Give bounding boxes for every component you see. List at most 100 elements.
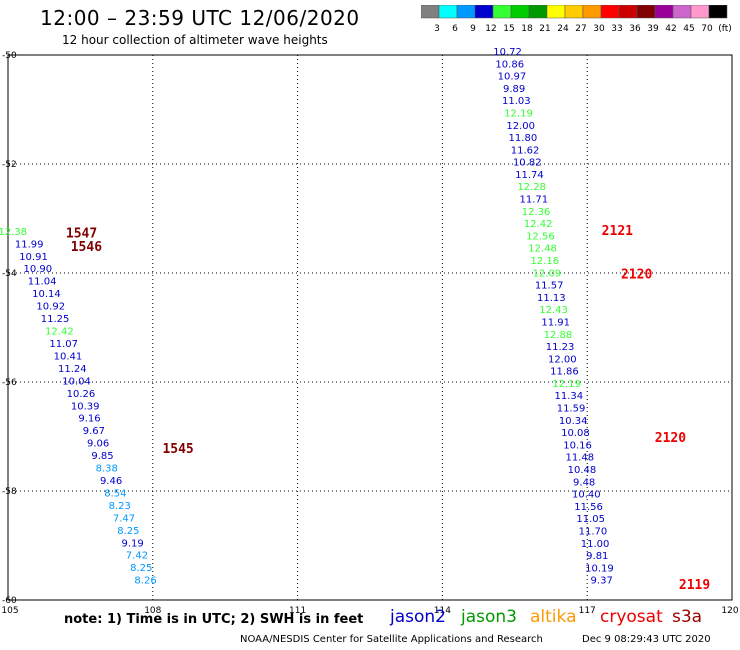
wave-height-value: 11.23 <box>546 342 575 353</box>
wave-height-value: 12.19 <box>504 108 533 119</box>
wave-height-value: 9.46 <box>100 476 122 487</box>
wave-height-value: 11.25 <box>41 314 70 325</box>
latitude-label: -56 <box>2 378 17 388</box>
wave-height-value: 11.24 <box>58 364 87 375</box>
wave-height-value: 12.56 <box>526 231 555 242</box>
wave-height-value: 10.04 <box>62 376 91 387</box>
wave-height-value: 12.36 <box>522 207 551 218</box>
wave-height-value: 12.28 <box>517 182 546 193</box>
pass-time-label: 1546 <box>71 240 102 255</box>
colorbar-swatch <box>708 5 728 19</box>
wave-height-value: 10.39 <box>71 401 100 412</box>
colorbar-label: 24 <box>557 24 569 34</box>
wave-height-value: 10.48 <box>568 465 597 476</box>
wave-height-value: 11.56 <box>574 502 603 513</box>
wave-height-value: 9.48 <box>573 477 595 488</box>
wave-height-value: 10.41 <box>54 351 83 362</box>
longitude-label: 114 <box>434 606 451 616</box>
latitude-label: -58 <box>2 487 17 497</box>
wave-height-value: 11.34 <box>555 391 584 402</box>
wave-height-value: 8.23 <box>109 501 131 512</box>
wave-height-value: 7.42 <box>126 551 148 562</box>
colorbar-label: 36 <box>629 24 641 34</box>
wave-height-value: 12.19 <box>552 379 581 390</box>
wave-height-value: 10.91 <box>19 252 48 263</box>
wave-height-value: 10.90 <box>24 264 53 275</box>
wave-height-value: 10.08 <box>561 428 590 439</box>
colorbar-label: 30 <box>593 24 605 34</box>
footer-timestamp: Dec 9 08:29:43 UTC 2020 <box>582 634 711 645</box>
latitude-label: -60 <box>2 596 17 606</box>
wave-height-value: 9.16 <box>78 414 100 425</box>
map-subtitle: 12 hour collection of altimeter wave hei… <box>62 33 328 47</box>
wave-height-value: 11.04 <box>28 277 57 288</box>
colorbar-label: 42 <box>665 24 676 34</box>
wave-height-value: 9.67 <box>83 426 105 437</box>
wave-height-value: 12.00 <box>506 121 535 132</box>
wave-height-value: 8.38 <box>96 464 118 475</box>
legend-satellite-s3a: s3a <box>672 607 703 627</box>
wave-height-value: 7.47 <box>113 513 135 524</box>
colorbar-label: 9 <box>470 24 476 34</box>
wave-height-value: 10.14 <box>32 289 61 300</box>
latitude-label: -50 <box>2 51 17 61</box>
pass-time-label: 1545 <box>162 442 193 457</box>
wave-height-value: 12.48 <box>528 244 557 255</box>
legend-note: note: 1) Time is in UTC; 2) SWH is in fe… <box>64 612 364 627</box>
wave-height-value: 12.88 <box>544 330 573 341</box>
wave-height-value: 11.99 <box>15 239 44 250</box>
latitude-label: -52 <box>2 160 17 170</box>
wave-height-value: 9.37 <box>591 576 613 587</box>
wave-height-value: 11.59 <box>557 404 586 415</box>
wave-height-value: 10.34 <box>559 416 588 427</box>
wave-height-value: 10.86 <box>495 59 524 70</box>
pass-time-label: 2121 <box>602 224 633 239</box>
wave-height-value: 8.54 <box>104 488 126 499</box>
wave-height-value: 9.89 <box>503 84 525 95</box>
colorbar-label: 45 <box>683 24 694 34</box>
wave-height-value: 11.03 <box>502 96 531 107</box>
wave-height-value: 10.19 <box>585 563 614 574</box>
wave-height-value: 12.43 <box>539 305 568 316</box>
pass-time-label: 2119 <box>679 578 710 593</box>
legend-satellite-altika: altika <box>530 607 577 627</box>
wave-height-value: 10.82 <box>513 158 542 169</box>
longitude-label: 111 <box>289 606 306 616</box>
footer-credit: NOAA/NESDIS Center for Satellite Applica… <box>240 634 543 645</box>
legend: note: 1) Time is in UTC; 2) SWH is in fe… <box>60 606 740 630</box>
colorbar-label: 18 <box>521 24 533 34</box>
wave-height-value: 10.97 <box>498 72 527 83</box>
wave-height-value: 10.16 <box>563 440 592 451</box>
longitude-label: 120 <box>721 606 738 616</box>
wave-height-value: 10.72 <box>493 47 522 58</box>
wave-height-value: 10.26 <box>67 389 96 400</box>
colorbar-label: 15 <box>503 24 514 34</box>
colorbar-label: 70 <box>701 24 713 34</box>
wave-height-value: 9.85 <box>91 451 113 462</box>
colorbar-label: 39 <box>647 24 659 34</box>
wave-height-value: 11.91 <box>541 317 570 328</box>
wave-height-value: 12.00 <box>548 354 577 365</box>
pass-time-label: 1547 <box>66 227 97 242</box>
wave-height-colorbar: 3 6 9 12 15 18 21 24 27 30 33 36 39 42 45 70 (ft) <box>421 5 731 34</box>
legend-satellite-jason3: jason3 <box>461 607 517 627</box>
wave-height-value: 12.09 <box>533 268 562 279</box>
wave-height-value: 11.00 <box>581 539 610 550</box>
map-frame <box>7 54 733 601</box>
pass-time-label: 2120 <box>655 431 686 446</box>
colorbar-label: 21 <box>539 24 550 34</box>
wave-height-value: 11.74 <box>515 170 544 181</box>
wave-height-value: 11.62 <box>511 145 540 156</box>
wave-height-value: 12.38 <box>0 227 27 238</box>
longitude-label: 108 <box>144 606 161 616</box>
wave-height-value: 9.06 <box>87 439 109 450</box>
wave-height-value: 10.92 <box>36 302 65 313</box>
colorbar-label: 27 <box>575 24 586 34</box>
colorbar-label: 3 <box>434 24 440 34</box>
wave-height-value: 11.05 <box>576 514 605 525</box>
wave-height-value: 9.19 <box>121 538 143 549</box>
wave-height-value: 11.07 <box>49 339 78 350</box>
legend-satellite-jason2: jason2 <box>390 607 446 627</box>
wave-height-value: 12.16 <box>530 256 559 267</box>
